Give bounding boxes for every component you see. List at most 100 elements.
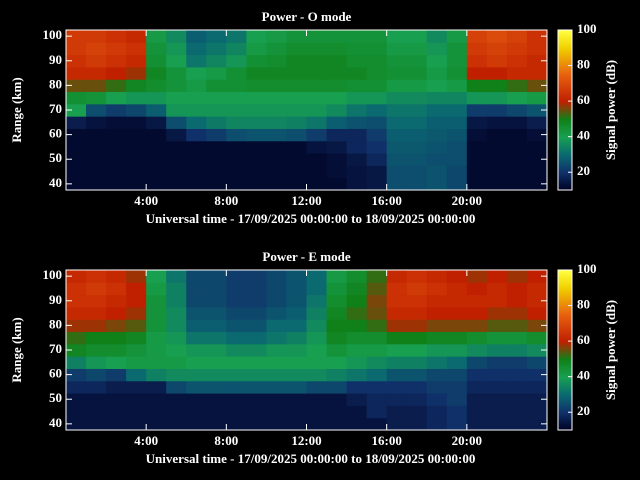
- colorbar-strip: [558, 395, 572, 397]
- colorbar-strip: [558, 101, 572, 103]
- heatmap-cell: [286, 42, 307, 56]
- heatmap-cell: [186, 356, 207, 369]
- heatmap-cell: [366, 282, 388, 296]
- colorbar-strip: [558, 409, 572, 411]
- heatmap-cell: [286, 79, 307, 93]
- colorbar-strip: [558, 158, 572, 160]
- colorbar-strip: [558, 323, 572, 325]
- colorbar-strip: [558, 115, 572, 117]
- heatmap-cell: [386, 331, 408, 345]
- heatmap-cell: [206, 343, 227, 357]
- heatmap-cell: [66, 91, 87, 105]
- heatmap-cell: [246, 42, 267, 56]
- heatmap-cell: [406, 306, 428, 320]
- colorbar-strip: [558, 350, 572, 352]
- colorbar-strip: [558, 146, 572, 148]
- heatmap-cell: [506, 103, 528, 117]
- heatmap-cell: [406, 356, 428, 369]
- colorbar-strip: [558, 324, 572, 326]
- colorbar-strip: [558, 275, 572, 277]
- heatmap-cell: [486, 417, 508, 431]
- colorbar-strip: [558, 335, 572, 337]
- heatmap-cell: [326, 42, 348, 56]
- colorbar-frame: [557, 269, 573, 431]
- heatmap-cell: [226, 270, 247, 283]
- heatmap-cell: [286, 177, 307, 191]
- heatmap-cell: [346, 54, 368, 68]
- colorbar-strip: [558, 65, 572, 67]
- heatmap-cell: [426, 153, 448, 166]
- heatmap-cell: [206, 116, 227, 129]
- colorbar-strip: [558, 78, 572, 80]
- heatmap-cell: [306, 417, 328, 431]
- colorbar-strip: [558, 119, 572, 121]
- heatmap-cell: [86, 368, 107, 382]
- colorbar-tick-label: 80: [577, 57, 590, 72]
- heatmap-cell: [146, 306, 167, 320]
- heatmap-cell: [306, 331, 328, 345]
- heatmap-cell: [426, 54, 448, 68]
- heatmap-cell: [426, 270, 448, 283]
- colorbar-strip: [558, 363, 572, 365]
- heatmap-cell: [466, 368, 488, 382]
- heatmap-cell: [166, 405, 187, 419]
- heatmap-cell: [166, 306, 187, 320]
- heatmap-cell: [506, 30, 528, 43]
- colorbar-strip: [558, 147, 572, 149]
- heatmap-cell: [486, 282, 508, 296]
- colorbar-strip: [558, 124, 572, 126]
- heatmap-cell: [186, 331, 207, 345]
- colorbar-tick-label: 100: [577, 261, 597, 276]
- heatmap-cell: [526, 54, 548, 68]
- heatmap-cell: [66, 417, 87, 431]
- colorbar-strip: [558, 342, 572, 344]
- colorbar-strip: [558, 46, 572, 48]
- colorbar-strip: [558, 47, 572, 49]
- heatmap-cell: [226, 356, 247, 369]
- colorbar-strip: [558, 98, 572, 100]
- colorbar-strip: [558, 301, 572, 303]
- heatmap-cell: [466, 319, 488, 333]
- colorbar-strip: [558, 400, 572, 402]
- colorbar-strip: [558, 75, 572, 77]
- heatmap-cell: [166, 343, 187, 357]
- heatmap-cell: [446, 91, 468, 105]
- colorbar-strip: [558, 348, 572, 350]
- heatmap-cell: [406, 165, 428, 179]
- heatmap-cell: [66, 79, 87, 93]
- colorbar-strip: [558, 32, 572, 34]
- heatmap-cell: [246, 282, 267, 296]
- heatmap-cell: [66, 319, 87, 333]
- colorbar-strip: [558, 69, 572, 71]
- colorbar-strip: [558, 37, 572, 39]
- heatmap-cell: [446, 140, 468, 154]
- heatmap-cell: [86, 42, 107, 56]
- heatmap-cell: [206, 270, 227, 283]
- x-tick-label: 4:00: [134, 433, 158, 448]
- heatmap-cell: [66, 368, 87, 382]
- heatmap-cell: [466, 177, 488, 191]
- colorbar-strip: [558, 271, 572, 273]
- heatmap-cell: [466, 356, 488, 369]
- heatmap-cell: [366, 270, 388, 283]
- colorbar-strip: [558, 379, 572, 381]
- heatmap-cell: [226, 103, 247, 117]
- heatmap-cell: [306, 103, 328, 117]
- colorbar-strip: [558, 412, 572, 414]
- heatmap-cell: [406, 79, 428, 93]
- heatmap-cell: [466, 282, 488, 296]
- heatmap-cell: [286, 54, 307, 68]
- heatmap-cell: [526, 294, 548, 308]
- heatmap-cell: [466, 306, 488, 320]
- colorbar-strip: [558, 346, 572, 348]
- heatmap-cell: [446, 153, 468, 166]
- heatmap-cell: [466, 66, 488, 80]
- colorbar-strip: [558, 176, 572, 178]
- heatmap-cell: [426, 294, 448, 308]
- colorbar-strip: [558, 322, 572, 324]
- colorbar-strip: [558, 314, 572, 316]
- colorbar-strip: [558, 416, 572, 418]
- heatmap-cell: [246, 165, 267, 179]
- colorbar-strip: [558, 112, 572, 114]
- heatmap-cell: [306, 116, 328, 129]
